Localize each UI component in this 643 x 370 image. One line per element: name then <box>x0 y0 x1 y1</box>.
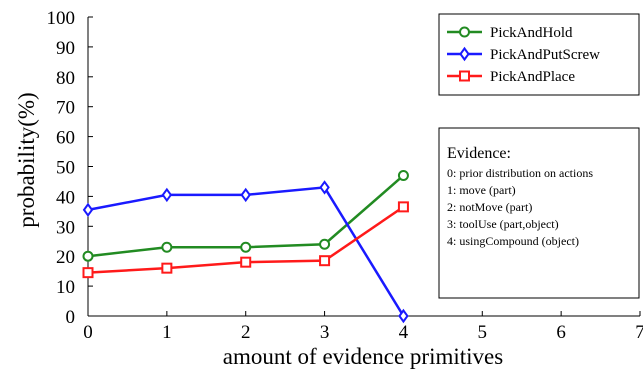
evidence-box: Evidence: 0: prior distribution on actio… <box>438 127 640 299</box>
y-tick-label: 10 <box>56 277 75 298</box>
y-tick-label: 60 <box>56 128 75 149</box>
x-axis-title: amount of evidence primitives <box>223 344 503 369</box>
evidence-box-frame <box>438 127 640 299</box>
y-axis-title: probability(%) <box>14 92 39 227</box>
legend-label-pickandhold: PickAndHold <box>490 25 573 41</box>
legend: PickAndHold PickAndPutScrew PickAndPlace <box>438 13 640 96</box>
y-tick-label: 80 <box>56 68 75 89</box>
y-tick-label: 20 <box>56 247 75 268</box>
data-point-pickandplace <box>319 255 331 267</box>
y-tick-label: 100 <box>47 8 76 29</box>
y-tick-label: 30 <box>56 217 75 238</box>
series-layer <box>82 169 409 324</box>
evidence-line-4: 4: usingCompound (object) <box>447 234 579 248</box>
evidence-line-0: 0: prior distribution on actions <box>447 166 593 180</box>
evidence-title: Evidence: <box>447 145 511 162</box>
legend-marker-pickandplace <box>459 70 470 82</box>
evidence-line-1: 1: move (part) <box>447 183 516 197</box>
x-tick-label: 1 <box>162 322 172 343</box>
x-tick-label: 4 <box>399 322 409 343</box>
legend-marker-pickandhold <box>459 26 470 38</box>
data-point-pickandputscrew <box>398 308 409 324</box>
axes: 0 10 20 30 40 50 60 70 80 90 100 0 1 2 3 4 5 6 7 <box>47 8 643 343</box>
x-tick-label: 7 <box>635 322 643 343</box>
x-tick-label: 5 <box>478 322 488 343</box>
data-point-pickandputscrew <box>161 187 173 203</box>
data-point-pickandputscrew <box>319 180 330 195</box>
legend-label-pickandputscrew: PickAndPutScrew <box>490 47 600 63</box>
y-tick-label: 50 <box>56 158 75 179</box>
x-tick-label: 0 <box>83 322 93 343</box>
data-point-pickandputscrew <box>240 187 251 203</box>
x-tick-label: 2 <box>241 322 251 343</box>
data-point-pickandplace <box>82 267 94 279</box>
data-point-pickandhold <box>319 238 331 250</box>
x-tick-label: 3 <box>320 322 330 343</box>
data-point-pickandplace <box>161 262 173 274</box>
data-point-pickandhold <box>82 250 94 262</box>
y-tick-label: 70 <box>56 98 75 119</box>
x-tick-label: 6 <box>556 322 566 343</box>
data-point-pickandplace <box>240 256 252 268</box>
data-point-pickandhold <box>240 241 252 253</box>
y-tick-label: 90 <box>56 38 75 59</box>
evidence-line-3: 3: toolUse (part,object) <box>447 217 559 231</box>
data-point-pickandhold <box>397 169 409 181</box>
data-point-pickandhold <box>161 241 173 253</box>
evidence-line-2: 2: notMove (part) <box>447 200 532 214</box>
data-point-pickandputscrew <box>82 202 94 218</box>
legend-marker-pickandputscrew <box>459 46 470 62</box>
legend-label-pickandplace: PickAndPlace <box>490 69 575 85</box>
data-point-pickandplace <box>397 201 409 213</box>
y-tick-label: 0 <box>66 307 76 328</box>
y-tick-label: 40 <box>56 187 75 208</box>
